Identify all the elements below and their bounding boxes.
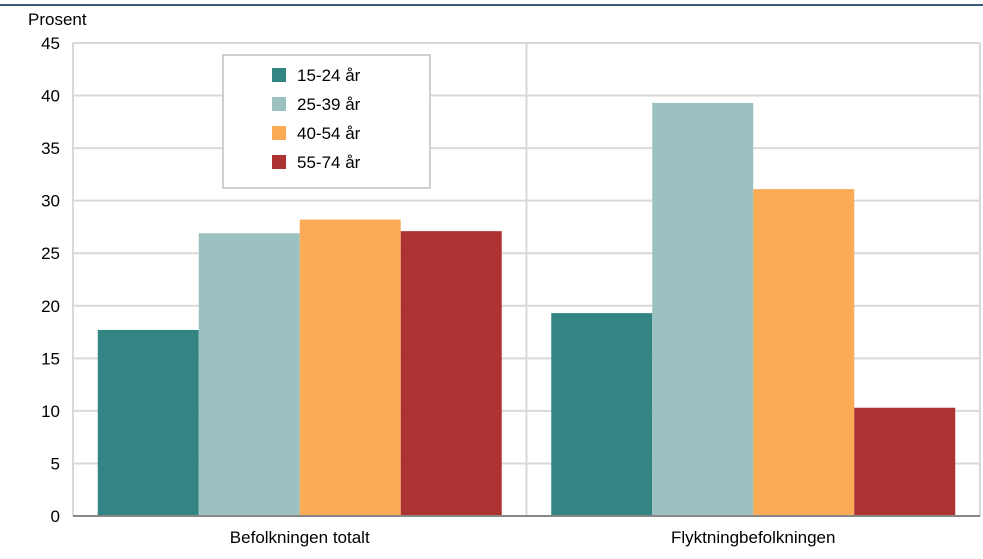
bar (652, 102, 754, 516)
legend-swatch (272, 97, 286, 111)
legend: 15-24 år 25-39 år 40-54 år 55-74 år (222, 54, 431, 189)
legend-label: 55-74 år (297, 153, 361, 172)
x-category-label: Flyktningbefolkningen (671, 528, 835, 547)
y-tick-label: 40 (41, 87, 60, 106)
bars (97, 102, 956, 517)
bar (753, 189, 855, 517)
legend-label: 15-24 år (297, 66, 361, 85)
axes: 0 5 10 15 20 25 30 35 40 45 Befolkningen totalt Fly… (41, 34, 980, 547)
y-tick-label: 20 (41, 297, 60, 316)
y-tick-label: 5 (51, 454, 60, 473)
legend-label: 40-54 år (297, 124, 361, 143)
bar (551, 313, 653, 516)
legend-swatch (272, 126, 286, 140)
legend-swatch (272, 155, 286, 169)
y-tick-label: 0 (51, 507, 60, 526)
bar (400, 231, 502, 516)
legend-box (222, 54, 431, 189)
y-tick-label: 35 (41, 139, 60, 158)
y-tick-label: 30 (41, 192, 60, 211)
bar (198, 233, 300, 517)
x-category-label: Befolkningen totalt (230, 528, 370, 547)
bar (854, 407, 956, 516)
y-tick-label: 45 (41, 34, 60, 53)
y-tick-label: 25 (41, 244, 60, 263)
legend-label: 25-39 år (297, 95, 361, 114)
y-tick-label: 10 (41, 402, 60, 421)
bar (97, 329, 199, 516)
y-tick-label: 15 (41, 349, 60, 368)
bar (299, 219, 401, 516)
legend-swatch (272, 68, 286, 82)
y-axis-label: Prosent (28, 10, 87, 29)
